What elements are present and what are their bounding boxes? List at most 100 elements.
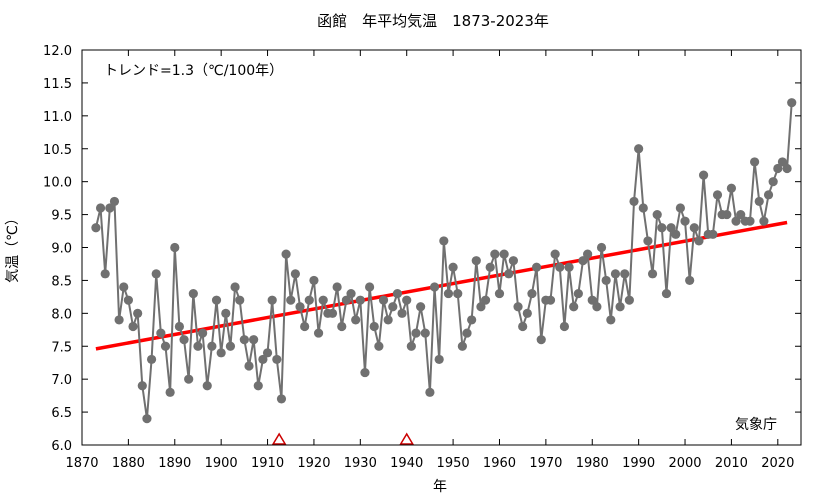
data-point xyxy=(754,196,764,207)
data-point xyxy=(249,335,259,345)
data-point xyxy=(708,229,718,239)
data-point xyxy=(434,354,444,365)
data-point xyxy=(550,249,560,259)
data-point xyxy=(736,209,746,220)
data-point xyxy=(782,163,792,174)
data-point xyxy=(467,315,477,325)
data-point xyxy=(244,361,254,371)
data-point xyxy=(170,242,180,253)
data-point xyxy=(726,183,737,193)
data-point xyxy=(374,341,384,351)
data-point xyxy=(578,256,588,266)
data-point xyxy=(545,295,556,305)
data-point xyxy=(369,321,379,332)
data-point xyxy=(295,302,305,312)
data-point xyxy=(318,295,328,305)
data-point xyxy=(146,354,157,365)
data-point xyxy=(258,354,268,365)
data-point xyxy=(675,203,685,213)
x-tick-label: 1880 xyxy=(112,456,145,471)
data-point xyxy=(787,98,797,108)
data-point xyxy=(123,295,133,305)
data-point xyxy=(341,295,352,305)
data-point xyxy=(402,295,412,305)
data-point xyxy=(137,381,147,391)
data-point xyxy=(429,282,440,292)
data-point xyxy=(105,203,115,213)
data-point xyxy=(142,414,152,424)
data-point xyxy=(453,288,463,299)
data-point xyxy=(235,295,245,305)
data-point xyxy=(276,394,287,404)
data-point xyxy=(351,315,361,325)
data-point xyxy=(355,295,365,305)
data-point xyxy=(207,341,217,351)
data-point xyxy=(750,157,760,167)
y-tick-label: 8.0 xyxy=(51,307,72,322)
data-point xyxy=(522,308,532,318)
data-point xyxy=(680,216,690,226)
data-point xyxy=(569,302,579,312)
x-tick-labels: 1870 1880 1890 1900 1910 1920 1930 1940 1950 1960… xyxy=(65,456,794,471)
data-point xyxy=(485,262,495,272)
x-tick-label: 2020 xyxy=(761,456,794,471)
data-point xyxy=(420,328,430,338)
data-point xyxy=(188,288,198,299)
y-tick-label: 9.5 xyxy=(51,209,72,224)
data-point xyxy=(109,196,120,207)
data-point xyxy=(346,288,356,299)
data-point xyxy=(239,335,249,345)
x-tick-label: 1990 xyxy=(622,456,655,471)
data-point xyxy=(337,321,347,332)
data-point xyxy=(527,288,537,299)
data-point xyxy=(564,262,574,272)
data-point xyxy=(624,295,634,305)
y-tick-label: 8.5 xyxy=(51,274,72,289)
data-point xyxy=(504,269,514,279)
data-point xyxy=(290,269,300,279)
data-point xyxy=(332,282,342,292)
data-point xyxy=(610,269,621,279)
data-point xyxy=(634,144,644,154)
data-point xyxy=(448,262,458,272)
data-point xyxy=(731,216,741,226)
data-point xyxy=(216,348,226,358)
x-tick-label: 2010 xyxy=(715,456,748,471)
data-point xyxy=(499,249,509,259)
data-point xyxy=(416,302,426,312)
station-change-marker xyxy=(399,432,415,445)
data-point xyxy=(378,295,389,305)
data-point xyxy=(425,387,435,397)
data-point xyxy=(583,249,593,259)
x-tick-label: 1930 xyxy=(344,456,377,471)
data-point xyxy=(513,302,523,312)
data-point xyxy=(745,216,755,226)
data-point xyxy=(267,295,277,305)
data-point xyxy=(652,209,662,220)
data-point xyxy=(230,282,240,292)
data-point xyxy=(559,321,570,332)
x-tick-label: 1920 xyxy=(297,456,330,471)
data-point xyxy=(518,321,528,332)
data-point xyxy=(490,249,500,259)
data-point xyxy=(587,295,597,305)
data-point xyxy=(114,315,124,325)
y-tick-label: 10.5 xyxy=(43,143,72,158)
data-point xyxy=(119,282,129,292)
data-point xyxy=(480,295,491,305)
data-point xyxy=(133,308,143,318)
data-point xyxy=(304,295,314,305)
data-point xyxy=(694,236,704,246)
data-point xyxy=(100,269,110,279)
data-point xyxy=(253,381,263,391)
x-tick-label: 1900 xyxy=(205,456,238,471)
data-point xyxy=(202,381,212,391)
data-point xyxy=(643,236,653,246)
data-point xyxy=(620,269,630,279)
data-point xyxy=(471,256,481,266)
y-axis-label: 気温（℃） xyxy=(5,211,21,283)
data-point xyxy=(536,335,546,345)
data-point xyxy=(615,302,625,312)
data-point xyxy=(606,315,616,325)
